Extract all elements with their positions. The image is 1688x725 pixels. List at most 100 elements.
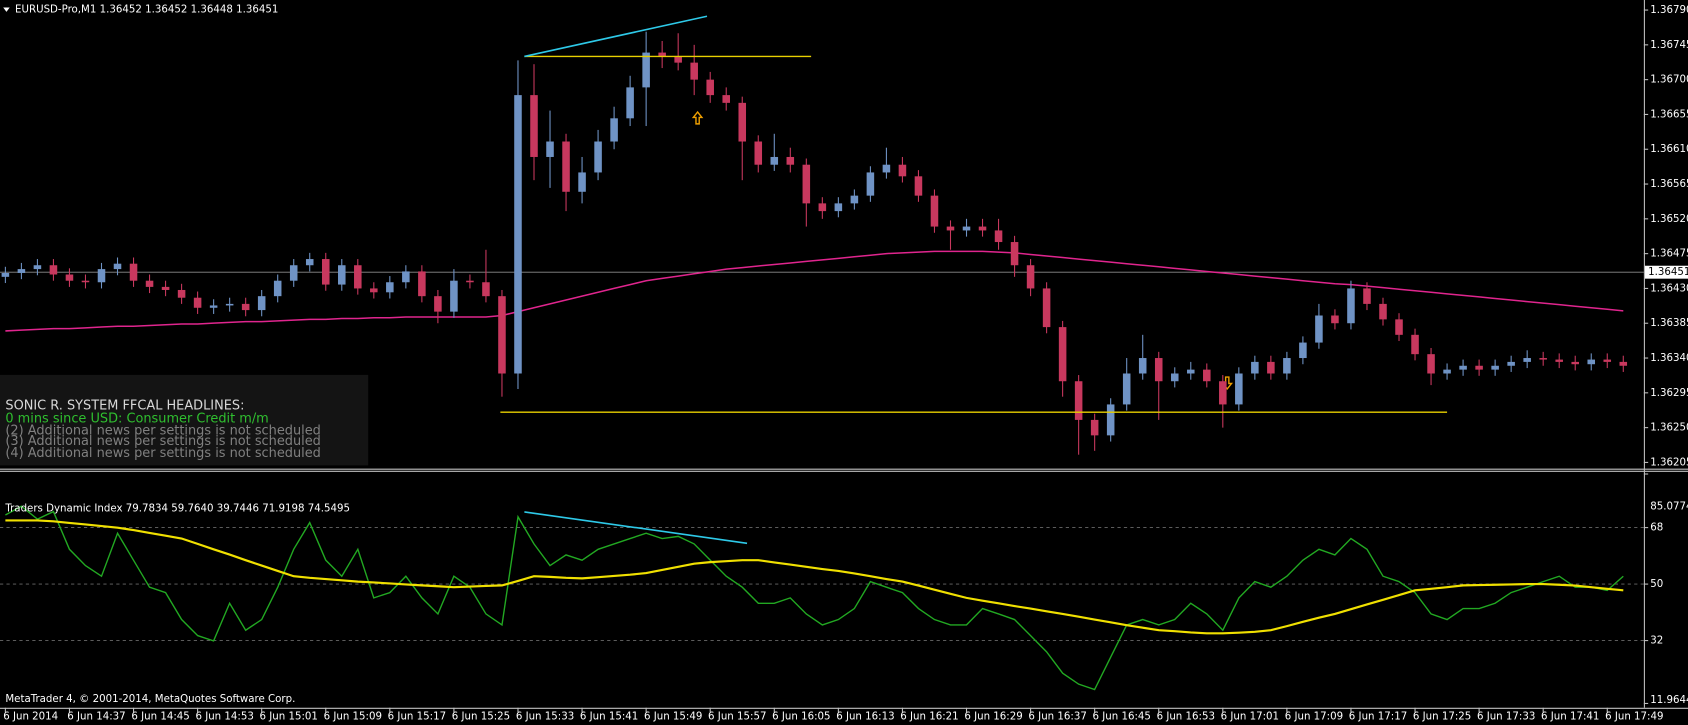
candle-body	[65, 274, 74, 281]
candle-body	[1555, 359, 1563, 362]
x-tick-label: 6 Jun 15:57	[708, 711, 766, 722]
candle-body	[1203, 369, 1211, 382]
x-tick-label: 6 Jun 17:33	[1477, 711, 1535, 722]
rsi-line	[5, 505, 1624, 691]
candle-body	[578, 172, 586, 192]
y-tick-label: 1.36565	[1650, 179, 1688, 190]
x-tick-label: 6 Jun 15:17	[388, 711, 446, 722]
candle-body	[690, 62, 698, 80]
x-tick-label: 6 Jun 15:33	[516, 711, 574, 722]
y-tick-label: 1.36700	[1650, 75, 1688, 86]
candle-body	[1523, 358, 1531, 362]
candle-body	[1443, 369, 1451, 374]
candle-body	[754, 141, 763, 165]
candle-body	[898, 164, 907, 177]
candle-body	[418, 271, 426, 297]
candle-body	[546, 141, 554, 157]
candle-body	[1267, 361, 1275, 374]
x-tick-label: 6 Jun 16:29	[964, 711, 1022, 722]
candle-body	[642, 52, 650, 88]
x-tick-label: 6 Jun 16:21	[900, 711, 958, 722]
candle-body	[177, 289, 186, 298]
x-tick-label: 6 Jun 17:09	[1285, 711, 1343, 722]
candle-body	[81, 280, 90, 283]
y-tick-label: 1.36475	[1650, 249, 1688, 260]
signal-line	[5, 519, 1624, 635]
y-tick-label: 1.36655	[1650, 109, 1688, 120]
candle-body	[1491, 365, 1499, 370]
candle-body	[113, 263, 122, 270]
candle-body	[1571, 361, 1579, 365]
trend-line	[524, 15, 708, 58]
candle-body	[1619, 361, 1628, 366]
candle-body	[1283, 358, 1291, 374]
candle-body	[370, 288, 378, 293]
candle-body	[1315, 315, 1323, 343]
candle-body	[1235, 373, 1243, 405]
candle-body	[1042, 288, 1051, 328]
candle-body	[1010, 242, 1019, 266]
candle-body	[305, 259, 314, 266]
candle-body	[1, 272, 10, 277]
candle-body	[978, 226, 987, 231]
candle-body	[1347, 288, 1355, 324]
candle-body	[626, 87, 634, 119]
candle-body	[1459, 365, 1467, 370]
info-headline: 0 mins since USD: Consumer Credit m/m	[5, 412, 268, 427]
candle-body	[834, 203, 843, 212]
candle-body	[882, 164, 891, 173]
candle-body	[1154, 358, 1163, 382]
x-tick-label: 6 Jun 17:01	[1221, 711, 1279, 722]
candle-body	[1074, 381, 1083, 420]
x-tick-label: 6 Jun 16:13	[836, 711, 894, 722]
candle-body	[145, 280, 154, 287]
x-tick-label: 6 Jun 17:25	[1413, 711, 1471, 722]
footer: MetaTrader 4, © 2001-2014, MetaQuotes So…	[5, 694, 295, 705]
x-tick-label: 6 Jun 14:45	[131, 711, 189, 722]
info-panel: SONIC R. SYSTEM FFCAL HEADLINES: 0 mins …	[0, 374, 369, 466]
y-tick-label: 1.36205	[1650, 457, 1688, 468]
x-tick-label: 6 Jun 16:45	[1093, 711, 1151, 722]
buy-arrow	[691, 110, 704, 125]
candle-body	[706, 79, 714, 96]
candle-body	[321, 259, 330, 285]
candle-body	[962, 226, 971, 231]
candle-body	[946, 226, 955, 231]
x-tick-label: 6 Jun 15:25	[452, 711, 510, 722]
candle-body	[1106, 404, 1115, 436]
candle-body	[1122, 373, 1131, 405]
candle-body	[866, 172, 875, 196]
candle-body	[498, 296, 506, 374]
menu-arrow[interactable]	[3, 7, 10, 12]
x-tick-label: 6 Jun 17:41	[1541, 711, 1599, 722]
candle-body	[1395, 319, 1403, 335]
candle-body	[129, 263, 138, 281]
candle-body	[402, 271, 410, 283]
candle-body	[225, 303, 234, 306]
candle-body	[530, 95, 538, 157]
x-tick-label: 6 Jun 16:53	[1157, 711, 1215, 722]
candle-body	[289, 265, 298, 281]
candle-body	[818, 203, 827, 212]
candle-body	[1427, 354, 1435, 374]
candle-body	[738, 102, 747, 142]
candle-body	[1587, 359, 1596, 365]
candle-body	[514, 95, 522, 374]
last-price-label: 1.36451	[1648, 267, 1688, 278]
candle-body	[1379, 303, 1387, 320]
candle-body	[434, 296, 442, 312]
y-tick-label: 1.36610	[1650, 144, 1688, 155]
candle-body	[17, 269, 26, 273]
candle-body	[658, 52, 666, 57]
x-tick-label: 6 Jun 15:49	[644, 711, 702, 722]
last-price-box	[1644, 265, 1688, 279]
y-tick-label: 68	[1650, 523, 1663, 534]
y-tick-label: 1.36745	[1650, 40, 1688, 51]
candle-body	[354, 265, 362, 289]
x-tick-label: 6 Jun 16:05	[772, 711, 830, 722]
candle-body	[209, 305, 218, 308]
info-panel-bg	[0, 374, 369, 466]
y-tick-label: 1.36520	[1650, 214, 1688, 225]
